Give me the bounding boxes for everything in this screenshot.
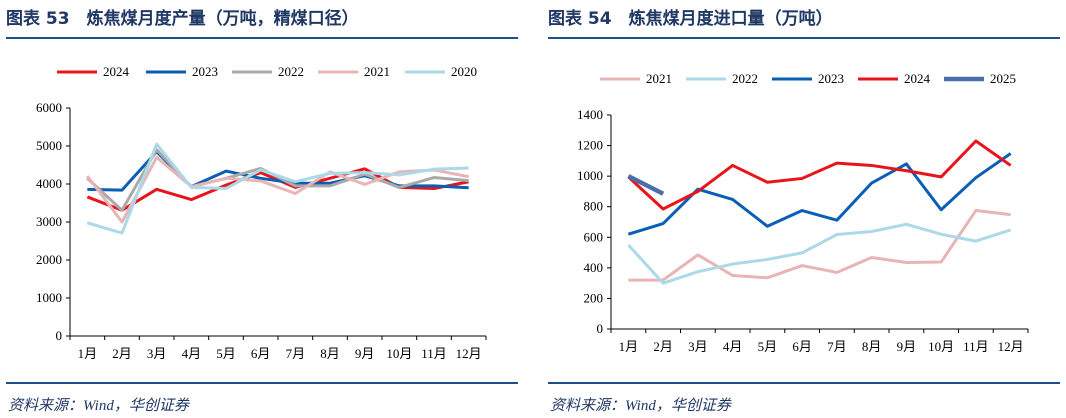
y-tick-label: 1400 bbox=[577, 107, 603, 122]
x-tick-label: 3月 bbox=[147, 346, 167, 361]
x-tick-label: 10月 bbox=[928, 339, 954, 354]
chart-title-right: 图表 54 炼焦煤月度进口量（万吨） bbox=[548, 9, 833, 29]
source-left: 资料来源：Wind，华创证券 bbox=[8, 398, 189, 414]
y-tick-label: 600 bbox=[584, 229, 604, 244]
x-tick-label: 3月 bbox=[688, 339, 708, 354]
footer-rule-left bbox=[6, 382, 518, 384]
x-tick-label: 1月 bbox=[78, 346, 98, 361]
series-line-2022 bbox=[627, 222, 1012, 285]
x-tick-label: 11月 bbox=[963, 339, 989, 354]
y-tick-label: 200 bbox=[584, 290, 604, 305]
legend-label-2024: 2024 bbox=[103, 64, 130, 79]
series-line-2021 bbox=[628, 209, 1011, 282]
legend-label-2021: 2021 bbox=[646, 71, 672, 86]
series-line-2025 bbox=[627, 174, 665, 196]
x-tick-label: 5月 bbox=[758, 339, 778, 354]
x-tick-label: 6月 bbox=[792, 339, 812, 354]
x-tick-label: 5月 bbox=[216, 346, 236, 361]
legend-label-2021: 2021 bbox=[364, 64, 390, 79]
x-tick-label: 7月 bbox=[827, 339, 847, 354]
y-tick-label: 400 bbox=[584, 260, 604, 275]
x-tick-label: 4月 bbox=[182, 346, 202, 361]
source-right: 资料来源：Wind，华创证券 bbox=[550, 398, 731, 414]
x-tick-label: 8月 bbox=[862, 339, 882, 354]
x-tick-label: 2月 bbox=[112, 346, 132, 361]
legend-label-2025: 2025 bbox=[990, 71, 1016, 86]
x-tick-label: 6月 bbox=[251, 346, 271, 361]
x-tick-label: 12月 bbox=[998, 339, 1024, 354]
legend-label-2023: 2023 bbox=[192, 64, 218, 79]
y-tick-label: 0 bbox=[56, 328, 63, 343]
legend-label-2024: 2024 bbox=[904, 71, 931, 86]
y-tick-label: 1000 bbox=[577, 168, 603, 183]
x-tick-label: 4月 bbox=[723, 339, 743, 354]
legend-label-2022: 2022 bbox=[732, 71, 758, 86]
series-line-2020 bbox=[86, 142, 469, 235]
legend-label-2023: 2023 bbox=[818, 71, 844, 86]
y-tick-label: 800 bbox=[584, 199, 604, 214]
x-tick-label: 8月 bbox=[320, 346, 340, 361]
series-line-2024 bbox=[627, 139, 1012, 211]
x-tick-label: 2月 bbox=[653, 339, 673, 354]
x-tick-label: 9月 bbox=[897, 339, 917, 354]
title-rule-left bbox=[6, 37, 518, 39]
title-rule-right bbox=[548, 37, 1060, 39]
x-tick-label: 9月 bbox=[355, 346, 375, 361]
y-tick-label: 0 bbox=[597, 321, 604, 336]
y-tick-label: 6000 bbox=[36, 100, 62, 115]
y-tick-label: 3000 bbox=[36, 214, 62, 229]
y-tick-label: 2000 bbox=[36, 252, 62, 267]
x-tick-label: 1月 bbox=[619, 339, 639, 354]
y-tick-label: 5000 bbox=[36, 138, 62, 153]
x-tick-label: 12月 bbox=[456, 346, 482, 361]
y-tick-label: 4000 bbox=[36, 176, 62, 191]
y-tick-label: 1200 bbox=[577, 138, 603, 153]
chart-title-left: 图表 53 炼焦煤月度产量（万吨，精煤口径） bbox=[6, 9, 359, 29]
footer-rule-right bbox=[548, 382, 1060, 384]
x-tick-label: 11月 bbox=[421, 346, 447, 361]
x-tick-label: 7月 bbox=[286, 346, 306, 361]
x-tick-label: 10月 bbox=[386, 346, 412, 361]
legend-label-2022: 2022 bbox=[278, 64, 304, 79]
series-line-2021 bbox=[86, 155, 469, 224]
legend-label-2020: 2020 bbox=[451, 64, 477, 79]
y-tick-label: 1000 bbox=[36, 290, 62, 305]
